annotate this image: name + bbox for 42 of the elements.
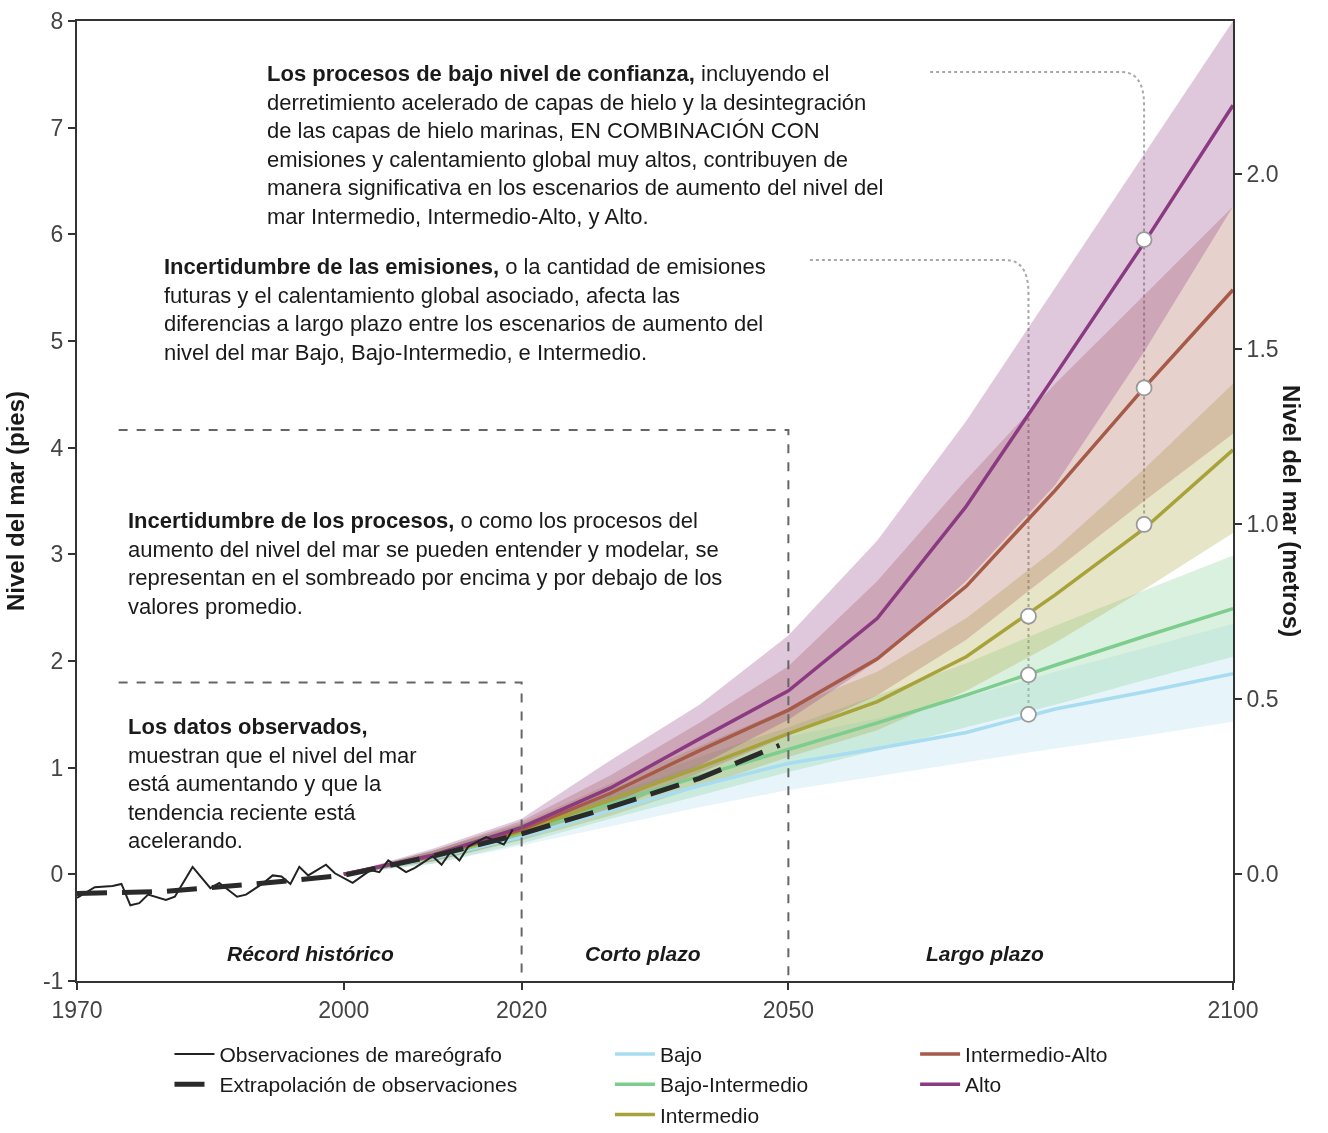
point bbox=[1135, 379, 1153, 397]
y-tick-label: 6 bbox=[50, 221, 64, 248]
legend-label: Intermedio bbox=[659, 1103, 760, 1127]
legend-label: Intermedio-Alto bbox=[965, 1043, 1108, 1067]
y2-axis-title: Nivel del mar (metros) bbox=[1278, 385, 1306, 638]
y2-tick-label: 2.0 bbox=[1246, 161, 1279, 188]
x-tick-label: 2100 bbox=[1207, 996, 1259, 1023]
legend-label: Alto bbox=[965, 1073, 1002, 1097]
x-tick-label: 1970 bbox=[51, 996, 103, 1023]
legend-label: Observaciones de mareógrafo bbox=[219, 1043, 502, 1067]
y-tick-label: 3 bbox=[50, 541, 64, 568]
annotation: Los datos observados, muestran que el nivel del mar está aumentando y que la tendencia reciente está acelerando. bbox=[128, 714, 417, 854]
x-tick-label: 2020 bbox=[496, 996, 548, 1023]
annotation: Corto plazo bbox=[585, 942, 701, 965]
point bbox=[1135, 231, 1153, 249]
y2-tick-label: 0.0 bbox=[1246, 861, 1279, 888]
y-tick-label: 5 bbox=[50, 328, 64, 355]
annotation: Récord histórico bbox=[227, 942, 395, 965]
annotation: Los procesos de bajo nivel de confianza, incluyendo el derretimiento acelerado de capas de hielo y la desintegración de las capas de hielo marinas, EN COMBINACIÓN CON emisiones y calentamiento global muy altos, contribuyen de manera significativa en los escenarios de aumento del nivel del mar Intermedio, Intermedio-Alto, y Alto. bbox=[267, 61, 884, 229]
annotation: Incertidumbre de los procesos, o como los procesos del aumento del nivel del mar se pueden entender y modelar, se representan en el sombreado por encima y por debajo de los valores promedio. bbox=[128, 508, 723, 619]
y2-tick-label: 0.5 bbox=[1246, 686, 1279, 713]
point bbox=[1020, 607, 1037, 625]
y-tick-label: 1 bbox=[50, 754, 64, 781]
y-axis-title: Nivel del mar (pies) bbox=[1, 390, 29, 612]
legend-label: Bajo-Intermedio bbox=[659, 1073, 809, 1097]
y-tick-label: -1 bbox=[42, 968, 64, 995]
x-tick-label: 2050 bbox=[762, 996, 814, 1023]
point bbox=[1020, 666, 1037, 684]
y-tick-label: 7 bbox=[50, 114, 64, 141]
y-tick-label: 2 bbox=[50, 648, 64, 675]
annotation: Largo plazo bbox=[926, 942, 1045, 965]
annotation: Incertidumbre de las emisiones, o la cantidad de emisiones futuras y el calentamiento global asociado, afecta las diferencias a largo plazo entre los escenarios de aumento del nivel del mar Bajo, Bajo-Intermedio, e Intermedio. bbox=[164, 254, 766, 365]
legend-label: Bajo bbox=[659, 1043, 702, 1067]
point bbox=[1135, 516, 1153, 533]
y2-tick-label: 1.0 bbox=[1246, 511, 1279, 538]
y-tick-label: 0 bbox=[50, 861, 64, 888]
legend-label: Extrapolación de observaciones bbox=[219, 1073, 518, 1097]
x-tick-label: 2000 bbox=[318, 996, 370, 1023]
y2-tick-label: 1.5 bbox=[1246, 336, 1279, 363]
point bbox=[1020, 705, 1037, 723]
y-tick-label: 8 bbox=[50, 8, 64, 35]
y-tick-label: 4 bbox=[50, 434, 64, 461]
